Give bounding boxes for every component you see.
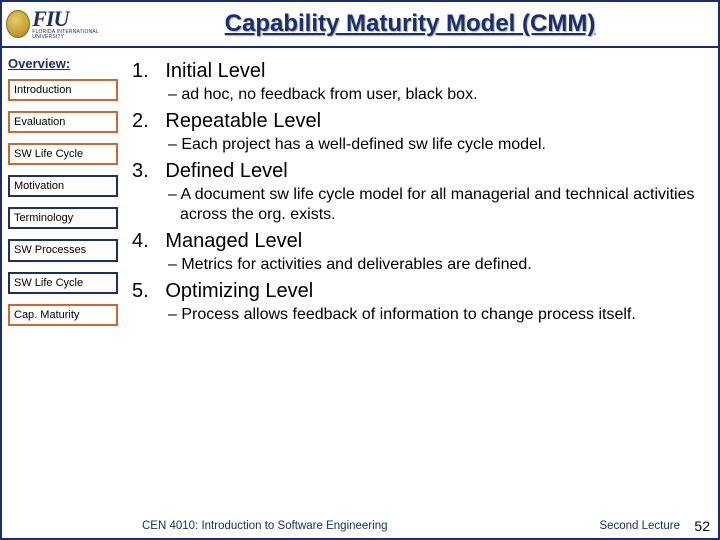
footer-page: 52 — [694, 518, 710, 534]
sidebar-item-terminology[interactable]: Terminology — [8, 207, 118, 229]
level-title: Initial Level — [160, 60, 266, 82]
level-title: Repeatable Level — [160, 110, 321, 132]
level-number: 1. — [132, 60, 149, 82]
footer: CEN 4010: Introduction to Software Engin… — [2, 516, 718, 538]
header: FIU FLORIDA INTERNATIONAL UNIVERSITY Cap… — [2, 2, 718, 48]
level-heading: 3. Defined Level — [132, 160, 704, 183]
level-heading: 4. Managed Level — [132, 230, 704, 253]
sidebar-item-introduction[interactable]: Introduction — [8, 79, 118, 101]
logo-subtitle: FLORIDA INTERNATIONAL UNIVERSITY — [32, 30, 118, 40]
footer-course: CEN 4010: Introduction to Software Engin… — [142, 520, 599, 532]
level-title: Managed Level — [160, 230, 302, 252]
level-heading: 1. Initial Level — [132, 60, 704, 83]
sidebar-item-cap-maturity[interactable]: Cap. Maturity — [8, 304, 118, 326]
logo-text: FIU FLORIDA INTERNATIONAL UNIVERSITY — [32, 8, 118, 40]
sidebar: Overview: Introduction Evaluation SW Life … — [2, 48, 124, 516]
sidebar-item-sw-life-cycle[interactable]: SW Life Cycle — [8, 272, 118, 294]
level-number: 4. — [132, 230, 149, 252]
footer-lecture: Second Lecture — [599, 520, 680, 532]
level-number: 3. — [132, 160, 149, 182]
level-sub: – Metrics for activities and deliverable… — [168, 255, 704, 275]
level-sub: – Each project has a well-defined sw lif… — [168, 135, 704, 155]
logo-abbrev: FIU — [32, 8, 118, 30]
level-title: Defined Level — [160, 160, 288, 182]
sidebar-heading: Overview: — [8, 56, 118, 71]
level-heading: 5. Optimizing Level — [132, 280, 704, 303]
content: 1. Initial Level– ad hoc, no feedback fr… — [124, 48, 718, 516]
level-heading: 2. Repeatable Level — [132, 110, 704, 133]
sidebar-item-sw-processes[interactable]: SW Processes — [8, 239, 118, 261]
body: Overview: Introduction Evaluation SW Life … — [2, 48, 718, 516]
sidebar-item-motivation[interactable]: Motivation — [8, 175, 118, 197]
level-sub: – ad hoc, no feedback from user, black b… — [168, 85, 704, 105]
level-number: 2. — [132, 110, 149, 132]
level-title: Optimizing Level — [160, 280, 313, 302]
level-number: 5. — [132, 280, 149, 302]
seal-icon — [6, 10, 30, 38]
sidebar-item-sw-life-cycle[interactable]: SW Life Cycle — [8, 143, 118, 165]
level-sub: – A document sw life cycle model for all… — [168, 185, 704, 225]
slide: FIU FLORIDA INTERNATIONAL UNIVERSITY Cap… — [0, 0, 720, 540]
sidebar-item-evaluation[interactable]: Evaluation — [8, 111, 118, 133]
level-sub: – Process allows feedback of information… — [168, 305, 704, 325]
logo: FIU FLORIDA INTERNATIONAL UNIVERSITY — [2, 2, 122, 46]
slide-title: Capability Maturity Model (CMM) — [122, 10, 718, 38]
